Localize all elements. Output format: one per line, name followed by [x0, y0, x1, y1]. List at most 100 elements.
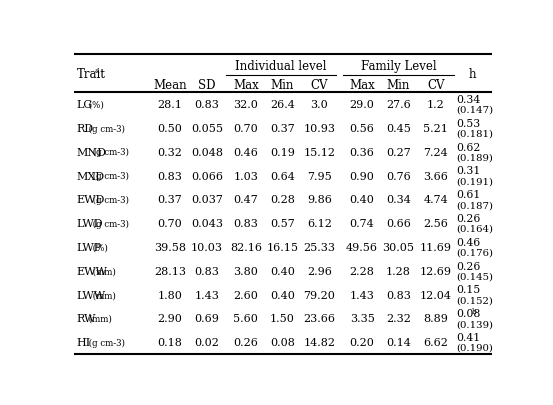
Text: b: b: [472, 307, 476, 315]
Text: 12.69: 12.69: [420, 266, 452, 276]
Text: 1.80: 1.80: [158, 290, 182, 300]
Text: (0.139): (0.139): [457, 320, 494, 328]
Text: (0.187): (0.187): [457, 201, 494, 210]
Text: Trait: Trait: [77, 68, 106, 81]
Text: (0.190): (0.190): [457, 343, 493, 352]
Text: 0.83: 0.83: [158, 171, 182, 181]
Text: 23.66: 23.66: [304, 314, 336, 324]
Text: 1.50: 1.50: [270, 314, 295, 324]
Text: 0.62: 0.62: [457, 142, 481, 152]
Text: (mm): (mm): [90, 267, 116, 276]
Text: 32.0: 32.0: [233, 100, 258, 110]
Text: 0.02: 0.02: [195, 337, 220, 347]
Text: 9.86: 9.86: [307, 195, 332, 205]
Text: 0.08: 0.08: [270, 337, 295, 347]
Text: 0.08: 0.08: [457, 309, 481, 318]
Text: 0.46: 0.46: [457, 237, 481, 247]
Text: 0.31: 0.31: [457, 166, 481, 176]
Text: 0.34: 0.34: [457, 95, 481, 105]
Text: 0.40: 0.40: [349, 195, 374, 205]
Text: (0.145): (0.145): [457, 272, 494, 281]
Text: (g cm-3): (g cm-3): [86, 124, 125, 133]
Text: 12.04: 12.04: [420, 290, 452, 300]
Text: 0.26: 0.26: [457, 261, 481, 271]
Text: (mm): (mm): [86, 314, 112, 323]
Text: Mean: Mean: [153, 79, 187, 92]
Text: 16.15: 16.15: [266, 243, 298, 252]
Text: Individual level: Individual level: [236, 60, 327, 73]
Text: 0.055: 0.055: [191, 124, 223, 134]
Text: 7.95: 7.95: [307, 171, 332, 181]
Text: 82.16: 82.16: [230, 243, 262, 252]
Text: 0.66: 0.66: [386, 219, 411, 229]
Text: 0.20: 0.20: [349, 337, 374, 347]
Text: 2.60: 2.60: [233, 290, 258, 300]
Text: 1.43: 1.43: [195, 290, 220, 300]
Text: 0.18: 0.18: [158, 337, 182, 347]
Text: 0.34: 0.34: [386, 195, 411, 205]
Text: 0.14: 0.14: [386, 337, 411, 347]
Text: (mm): (mm): [90, 290, 116, 299]
Text: 0.70: 0.70: [233, 124, 258, 134]
Text: 39.58: 39.58: [154, 243, 186, 252]
Text: Max: Max: [233, 79, 259, 92]
Text: 3.80: 3.80: [233, 266, 258, 276]
Text: EWW: EWW: [77, 266, 108, 276]
Text: 1.03: 1.03: [233, 171, 258, 181]
Text: 0.57: 0.57: [270, 219, 295, 229]
Text: 2.32: 2.32: [386, 314, 411, 324]
Text: (0.164): (0.164): [457, 224, 494, 233]
Text: 2.28: 2.28: [349, 266, 374, 276]
Text: 15.12: 15.12: [304, 147, 336, 158]
Text: (g cm-3): (g cm-3): [90, 148, 129, 157]
Text: (%): (%): [86, 100, 104, 109]
Text: 30.05: 30.05: [383, 243, 415, 252]
Text: 0.40: 0.40: [270, 266, 295, 276]
Text: 28.13: 28.13: [154, 266, 186, 276]
Text: 6.12: 6.12: [307, 219, 332, 229]
Text: 1.43: 1.43: [349, 290, 374, 300]
Text: (g cm-3): (g cm-3): [86, 338, 125, 347]
Text: 0.066: 0.066: [191, 171, 223, 181]
Text: 14.82: 14.82: [304, 337, 336, 347]
Text: (g cm-3): (g cm-3): [90, 172, 129, 181]
Text: 26.4: 26.4: [270, 100, 295, 110]
Text: 2.56: 2.56: [423, 219, 448, 229]
Text: 0.45: 0.45: [386, 124, 411, 134]
Text: 0.15: 0.15: [457, 285, 481, 295]
Text: 0.50: 0.50: [158, 124, 182, 134]
Text: 10.03: 10.03: [191, 243, 223, 252]
Text: 79.20: 79.20: [304, 290, 335, 300]
Text: 0.83: 0.83: [195, 100, 220, 110]
Text: 0.70: 0.70: [158, 219, 182, 229]
Text: 0.28: 0.28: [270, 195, 295, 205]
Text: CV: CV: [427, 79, 445, 92]
Text: Max: Max: [349, 79, 375, 92]
Text: (g cm-3): (g cm-3): [90, 196, 129, 205]
Text: 3.35: 3.35: [349, 314, 374, 324]
Text: 0.83: 0.83: [233, 219, 258, 229]
Text: 1.28: 1.28: [386, 266, 411, 276]
Text: 27.6: 27.6: [386, 100, 411, 110]
Text: 29.0: 29.0: [349, 100, 374, 110]
Text: 0.64: 0.64: [270, 171, 295, 181]
Text: 0.037: 0.037: [191, 195, 223, 205]
Text: 0.74: 0.74: [349, 219, 374, 229]
Text: 3.66: 3.66: [423, 171, 448, 181]
Text: 0.048: 0.048: [191, 147, 223, 158]
Text: 6.62: 6.62: [423, 337, 448, 347]
Text: 0.69: 0.69: [195, 314, 220, 324]
Text: 0.47: 0.47: [233, 195, 258, 205]
Text: EWD: EWD: [77, 195, 105, 205]
Text: 7.24: 7.24: [424, 147, 448, 158]
Text: 0.46: 0.46: [233, 147, 258, 158]
Text: (0.147): (0.147): [457, 106, 494, 115]
Text: 49.56: 49.56: [346, 243, 378, 252]
Text: 0.37: 0.37: [270, 124, 295, 134]
Text: (g cm-3): (g cm-3): [90, 219, 129, 228]
Text: 0.83: 0.83: [386, 290, 411, 300]
Text: 0.26: 0.26: [233, 337, 258, 347]
Text: (0.189): (0.189): [457, 153, 493, 162]
Text: 0.36: 0.36: [349, 147, 374, 158]
Text: 4.74: 4.74: [424, 195, 448, 205]
